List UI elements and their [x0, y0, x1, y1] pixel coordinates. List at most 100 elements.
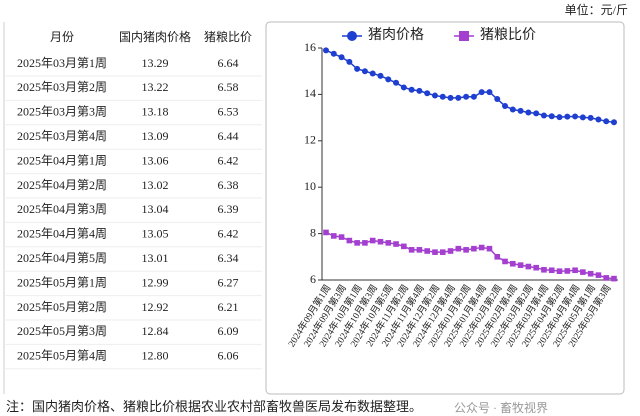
table-header: 猪粮比价	[204, 29, 252, 44]
table-cell: 6.21	[218, 300, 239, 314]
point	[455, 94, 462, 101]
table-cell: 13.18	[142, 105, 169, 119]
point	[393, 241, 399, 247]
chart-frame	[265, 21, 625, 395]
point	[611, 119, 617, 126]
point	[510, 260, 516, 267]
table-cell: 2025年05月第3周	[17, 324, 107, 338]
table-cell: 2025年04月第2周	[17, 178, 107, 192]
table-cell: 13.02	[142, 178, 169, 192]
point	[509, 106, 516, 113]
table-cell: 6.34	[218, 251, 239, 265]
point	[494, 254, 501, 260]
point	[400, 84, 407, 91]
table-header: 月份	[50, 30, 74, 44]
point	[424, 248, 430, 254]
point	[611, 275, 617, 282]
point	[362, 240, 368, 246]
point	[603, 275, 610, 281]
table-cell: 2025年03月第1周	[17, 56, 107, 70]
point	[346, 237, 353, 244]
point	[595, 116, 602, 123]
point	[572, 113, 579, 120]
point	[595, 272, 602, 278]
note: 注：国内猪肉价格、猪粮比价根据农业农村部畜牧兽医局发布数据整理。	[6, 399, 422, 414]
point	[494, 96, 501, 103]
table-cell: 2025年05月第4周	[17, 349, 107, 363]
table-cell: 2025年05月第1周	[17, 275, 107, 289]
point	[323, 229, 329, 236]
point	[416, 247, 423, 253]
point	[579, 114, 586, 121]
point	[502, 103, 509, 109]
point	[439, 93, 446, 100]
table-cell: 12.84	[142, 324, 169, 338]
table-cell: 2025年03月第3周	[17, 105, 107, 119]
point	[455, 245, 462, 252]
table-cell: 2025年05月第2周	[17, 300, 107, 314]
point	[587, 114, 594, 121]
point	[330, 50, 337, 57]
point	[323, 47, 329, 54]
point	[533, 264, 539, 271]
legend-label: 猪肉价格	[368, 27, 424, 43]
unit: 单位：元/斤	[565, 2, 628, 17]
point	[338, 234, 345, 240]
point	[354, 240, 360, 246]
table-cell: 6.39	[218, 202, 239, 216]
point	[603, 118, 610, 125]
point	[580, 269, 586, 275]
point	[401, 243, 407, 250]
point	[471, 245, 477, 252]
table-cell: 6.42	[218, 153, 239, 167]
point	[478, 244, 485, 251]
table-cell: 13.06	[142, 153, 169, 167]
point	[439, 249, 446, 255]
point	[424, 90, 431, 97]
point	[338, 54, 345, 61]
point	[540, 112, 547, 119]
point	[393, 79, 400, 86]
point	[447, 248, 454, 254]
point	[564, 268, 571, 274]
series-line	[325, 49, 615, 123]
y-tick-label: 16	[304, 40, 316, 54]
point	[587, 270, 594, 277]
point	[502, 258, 508, 265]
legend-label: 猪粮比价	[480, 27, 536, 43]
table-cell: 6.44	[218, 129, 239, 143]
table-cell: 13.01	[142, 251, 169, 265]
point	[525, 109, 532, 116]
table-cell: 2025年04月第4周	[17, 227, 107, 241]
point	[486, 245, 493, 252]
point	[533, 110, 540, 117]
y-tick-label: 14	[304, 86, 316, 100]
y-tick-label: 8	[310, 225, 316, 239]
point	[432, 249, 438, 255]
table-cell: 2025年04月第3周	[17, 202, 107, 216]
point	[447, 94, 454, 101]
table-cell: 6.06	[218, 349, 239, 363]
y-tick-label: 6	[310, 272, 316, 286]
point	[377, 238, 384, 245]
point	[377, 72, 384, 79]
table-cell: 13.05	[142, 227, 169, 241]
point	[556, 268, 563, 274]
series-line	[325, 231, 615, 280]
table-cell: 6.58	[218, 80, 239, 94]
table-cell: 13.09	[142, 129, 169, 143]
point	[478, 89, 485, 96]
point	[330, 233, 337, 239]
point	[486, 89, 493, 96]
table-header: 国内猪肉价格	[119, 29, 191, 44]
point	[541, 266, 547, 273]
table-cell: 2025年04月第5周	[17, 251, 107, 265]
point	[369, 70, 376, 77]
point	[572, 267, 578, 274]
point	[361, 68, 368, 75]
point	[408, 247, 415, 253]
point	[470, 93, 477, 100]
table-cell: 6.53	[218, 105, 239, 119]
table-cell: 2025年03月第4周	[17, 129, 107, 143]
